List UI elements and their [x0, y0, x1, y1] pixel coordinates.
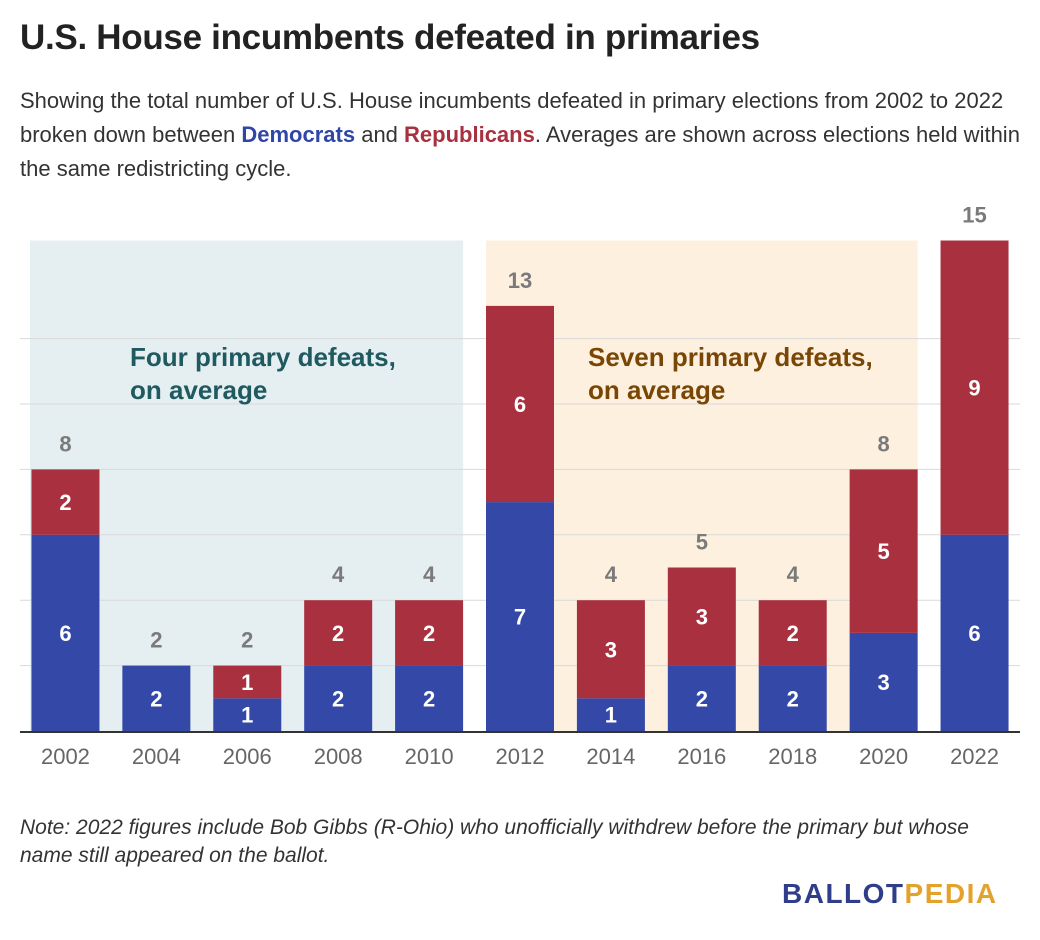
- bar-republicans-2018: [758, 600, 827, 666]
- bar-democrats-2010: [395, 665, 464, 731]
- bar-republicans-2012: [486, 305, 554, 503]
- bar-democrats-2006: [213, 698, 282, 731]
- x-tick-2002: 2002: [41, 744, 90, 769]
- x-tick-2022: 2022: [950, 744, 999, 769]
- x-tick-2006: 2006: [223, 744, 272, 769]
- data-label-republicans-2014: 3: [605, 637, 617, 662]
- stacked-bar-chart: Four primary defeats, on average Seven pri…: [20, 203, 1020, 769]
- total-label-2010: 4: [423, 562, 436, 587]
- data-label-democrats-2002: 6: [59, 621, 71, 646]
- bar-democrats-2018: [758, 665, 827, 731]
- bar-republicans-2016: [667, 567, 736, 666]
- data-label-republicans-2020: 5: [878, 539, 890, 564]
- chart-title: U.S. House incumbents defeated in primar…: [20, 18, 760, 57]
- bar-democrats-2008: [304, 665, 373, 731]
- subtitle-text-1: Showing the total number of U.S. House i…: [20, 88, 1004, 147]
- subtitle-republicans: Republicans: [404, 122, 535, 147]
- data-label-republicans-2012: 6: [514, 392, 526, 417]
- bar-republicans-2006: [213, 665, 282, 699]
- x-tick-2004: 2004: [132, 744, 181, 769]
- x-tick-2020: 2020: [859, 744, 908, 769]
- total-label-2014: 4: [605, 562, 618, 587]
- bar-democrats-2020: [849, 632, 918, 731]
- data-label-democrats-2004: 2: [150, 686, 162, 711]
- data-label-democrats-2010: 2: [423, 686, 435, 711]
- bar-democrats-2014: [576, 698, 645, 731]
- bar-republicans-2010: [395, 600, 464, 666]
- data-label-republicans-2010: 2: [423, 621, 435, 646]
- data-label-democrats-2014: 1: [605, 703, 617, 728]
- subtitle-text-3: . Averages are shown across elections he…: [20, 122, 1020, 181]
- logo-part-ballot: BALLOT: [782, 878, 905, 909]
- x-tick-2008: 2008: [314, 744, 363, 769]
- data-label-republicans-2016: 3: [696, 605, 708, 630]
- cycle-annotation-1: Four primary defeats, on average: [130, 342, 396, 405]
- bar-republicans-2020: [849, 469, 918, 633]
- data-label-democrats-2020: 3: [878, 670, 890, 695]
- bar-democrats-2002: [31, 534, 100, 731]
- data-label-republicans-2022: 9: [968, 376, 980, 401]
- logo-part-pedia: PEDIA: [904, 878, 998, 909]
- data-label-democrats-2016: 2: [696, 686, 708, 711]
- total-label-2004: 2: [150, 628, 162, 653]
- total-label-2016: 5: [696, 530, 708, 555]
- total-label-2018: 4: [787, 562, 800, 587]
- data-label-republicans-2008: 2: [332, 621, 344, 646]
- cycle-background-1: [30, 240, 464, 731]
- data-label-republicans-2002: 2: [59, 490, 71, 515]
- data-label-democrats-2008: 2: [332, 686, 344, 711]
- data-label-democrats-2006: 1: [241, 703, 253, 728]
- total-label-2022: 15: [962, 203, 986, 228]
- data-label-republicans-2018: 2: [787, 621, 799, 646]
- total-label-2002: 8: [59, 431, 71, 456]
- total-label-2008: 4: [332, 562, 345, 587]
- bar-republicans-2022: [940, 240, 1009, 535]
- bar-democrats-2004: [122, 665, 191, 731]
- x-tick-2018: 2018: [768, 744, 817, 769]
- x-tick-2014: 2014: [586, 744, 635, 769]
- chart-note: Note: 2022 figures include Bob Gibbs (R-…: [20, 816, 969, 867]
- bar-democrats-2016: [667, 665, 736, 731]
- data-label-democrats-2012: 7: [514, 605, 526, 630]
- x-tick-2010: 2010: [405, 744, 454, 769]
- bar-republicans-2014: [576, 600, 645, 699]
- data-label-democrats-2022: 6: [968, 621, 980, 646]
- data-label-democrats-2018: 2: [787, 686, 799, 711]
- x-tick-2012: 2012: [496, 744, 545, 769]
- subtitle-text-2: and: [355, 122, 405, 147]
- ballotpedia-logo: BALLOTPEDIA: [782, 878, 998, 910]
- total-label-2006: 2: [241, 628, 253, 653]
- data-label-republicans-2006: 1: [241, 670, 253, 695]
- bar-democrats-2012: [486, 502, 554, 731]
- cycle-annotation-2: Seven primary defeats, on average: [588, 342, 873, 405]
- chart-subtitle: Showing the total number of U.S. House i…: [20, 84, 1020, 186]
- bar-republicans-2002: [31, 469, 100, 535]
- total-label-2012: 13: [508, 268, 532, 293]
- total-label-2020: 8: [878, 431, 890, 456]
- x-tick-2016: 2016: [677, 744, 726, 769]
- bar-republicans-2008: [304, 600, 373, 666]
- subtitle-democrats: Democrats: [241, 122, 356, 147]
- bar-democrats-2022: [940, 534, 1009, 731]
